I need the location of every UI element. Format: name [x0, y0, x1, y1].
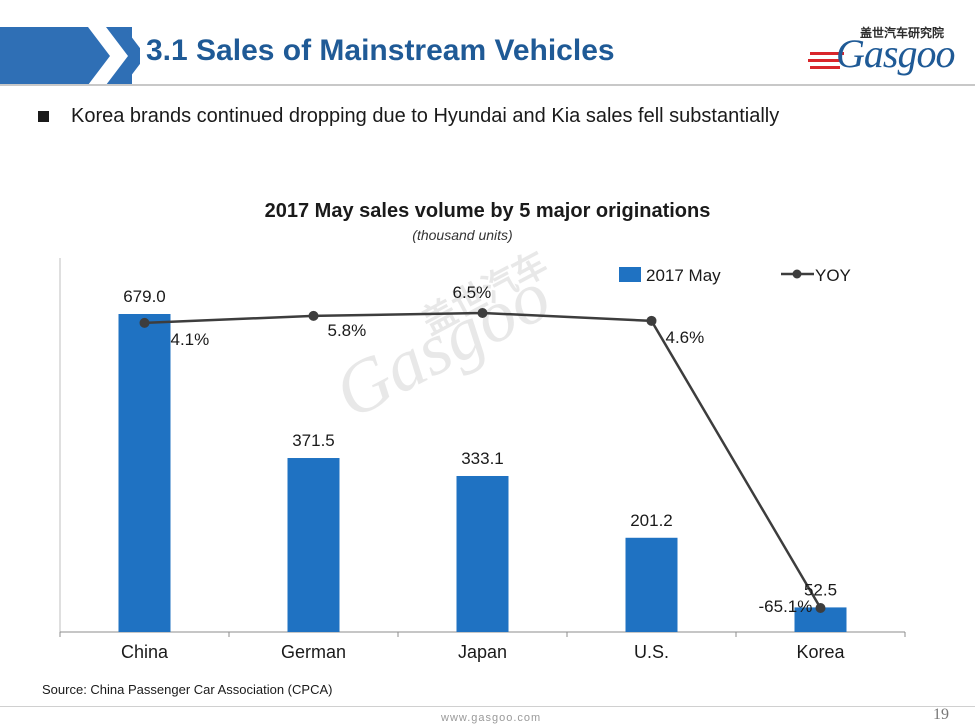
chart-title: 2017 May sales volume by 5 major origina…: [264, 200, 711, 222]
bar-german: [287, 458, 340, 632]
category-label: Korea: [796, 642, 845, 662]
legend-label-yoy: YOY: [815, 266, 851, 285]
bar-japan: [456, 475, 509, 632]
bar-value-label: 333.1: [461, 449, 504, 468]
yoy-point: [308, 310, 319, 321]
bar-value-label: 201.2: [630, 511, 673, 530]
footer-divider: [0, 706, 975, 707]
yoy-value-label: -65.1%: [759, 597, 813, 616]
footer-url: www.gasgoo.com: [441, 712, 542, 724]
bar-value-label: 371.5: [292, 431, 335, 450]
legend-bar-swatch: [619, 267, 641, 282]
source-note: Source: China Passenger Car Association …: [42, 682, 333, 697]
yoy-point: [477, 308, 488, 318]
yoy-value-label: 5.8%: [328, 321, 367, 340]
category-label: China: [121, 642, 169, 662]
header-divider: [0, 84, 975, 86]
yoy-value-label: 6.5%: [453, 283, 492, 302]
legend-label-bars: 2017 May: [646, 266, 721, 285]
header-chevron-icon: [88, 27, 140, 85]
yoy-value-label: 4.6%: [666, 328, 705, 347]
bar-value-label: 679.0: [123, 287, 166, 306]
bar-china: [118, 314, 171, 632]
bar-value-label: 52.5: [804, 580, 837, 599]
category-label: Japan: [458, 642, 507, 662]
bullet-square-icon: [38, 111, 49, 122]
yoy-value-label: 4.1%: [171, 330, 210, 349]
logo-stripes-icon: [808, 52, 844, 69]
page-number: 19: [933, 706, 949, 723]
chart-subtitle: (thousand units): [412, 227, 513, 243]
logo-chinese-text: 盖世汽车研究院: [860, 26, 945, 40]
bullet-text: Korea brands continued dropping due to H…: [71, 105, 780, 127]
logo-wordmark: Gasgoo: [836, 31, 955, 76]
chart-legend: 2017 May YOY: [619, 266, 851, 285]
yoy-point: [815, 603, 826, 613]
yoy-point: [139, 317, 150, 328]
page-title: 3.1 Sales of Mainstream Vehicles: [146, 34, 615, 67]
gasgoo-logo: [808, 22, 964, 82]
legend-line-marker: [792, 269, 802, 279]
category-label: U.S.: [634, 642, 669, 662]
bar-us: [625, 537, 678, 632]
yoy-point: [646, 315, 657, 326]
category-label: German: [281, 642, 346, 662]
